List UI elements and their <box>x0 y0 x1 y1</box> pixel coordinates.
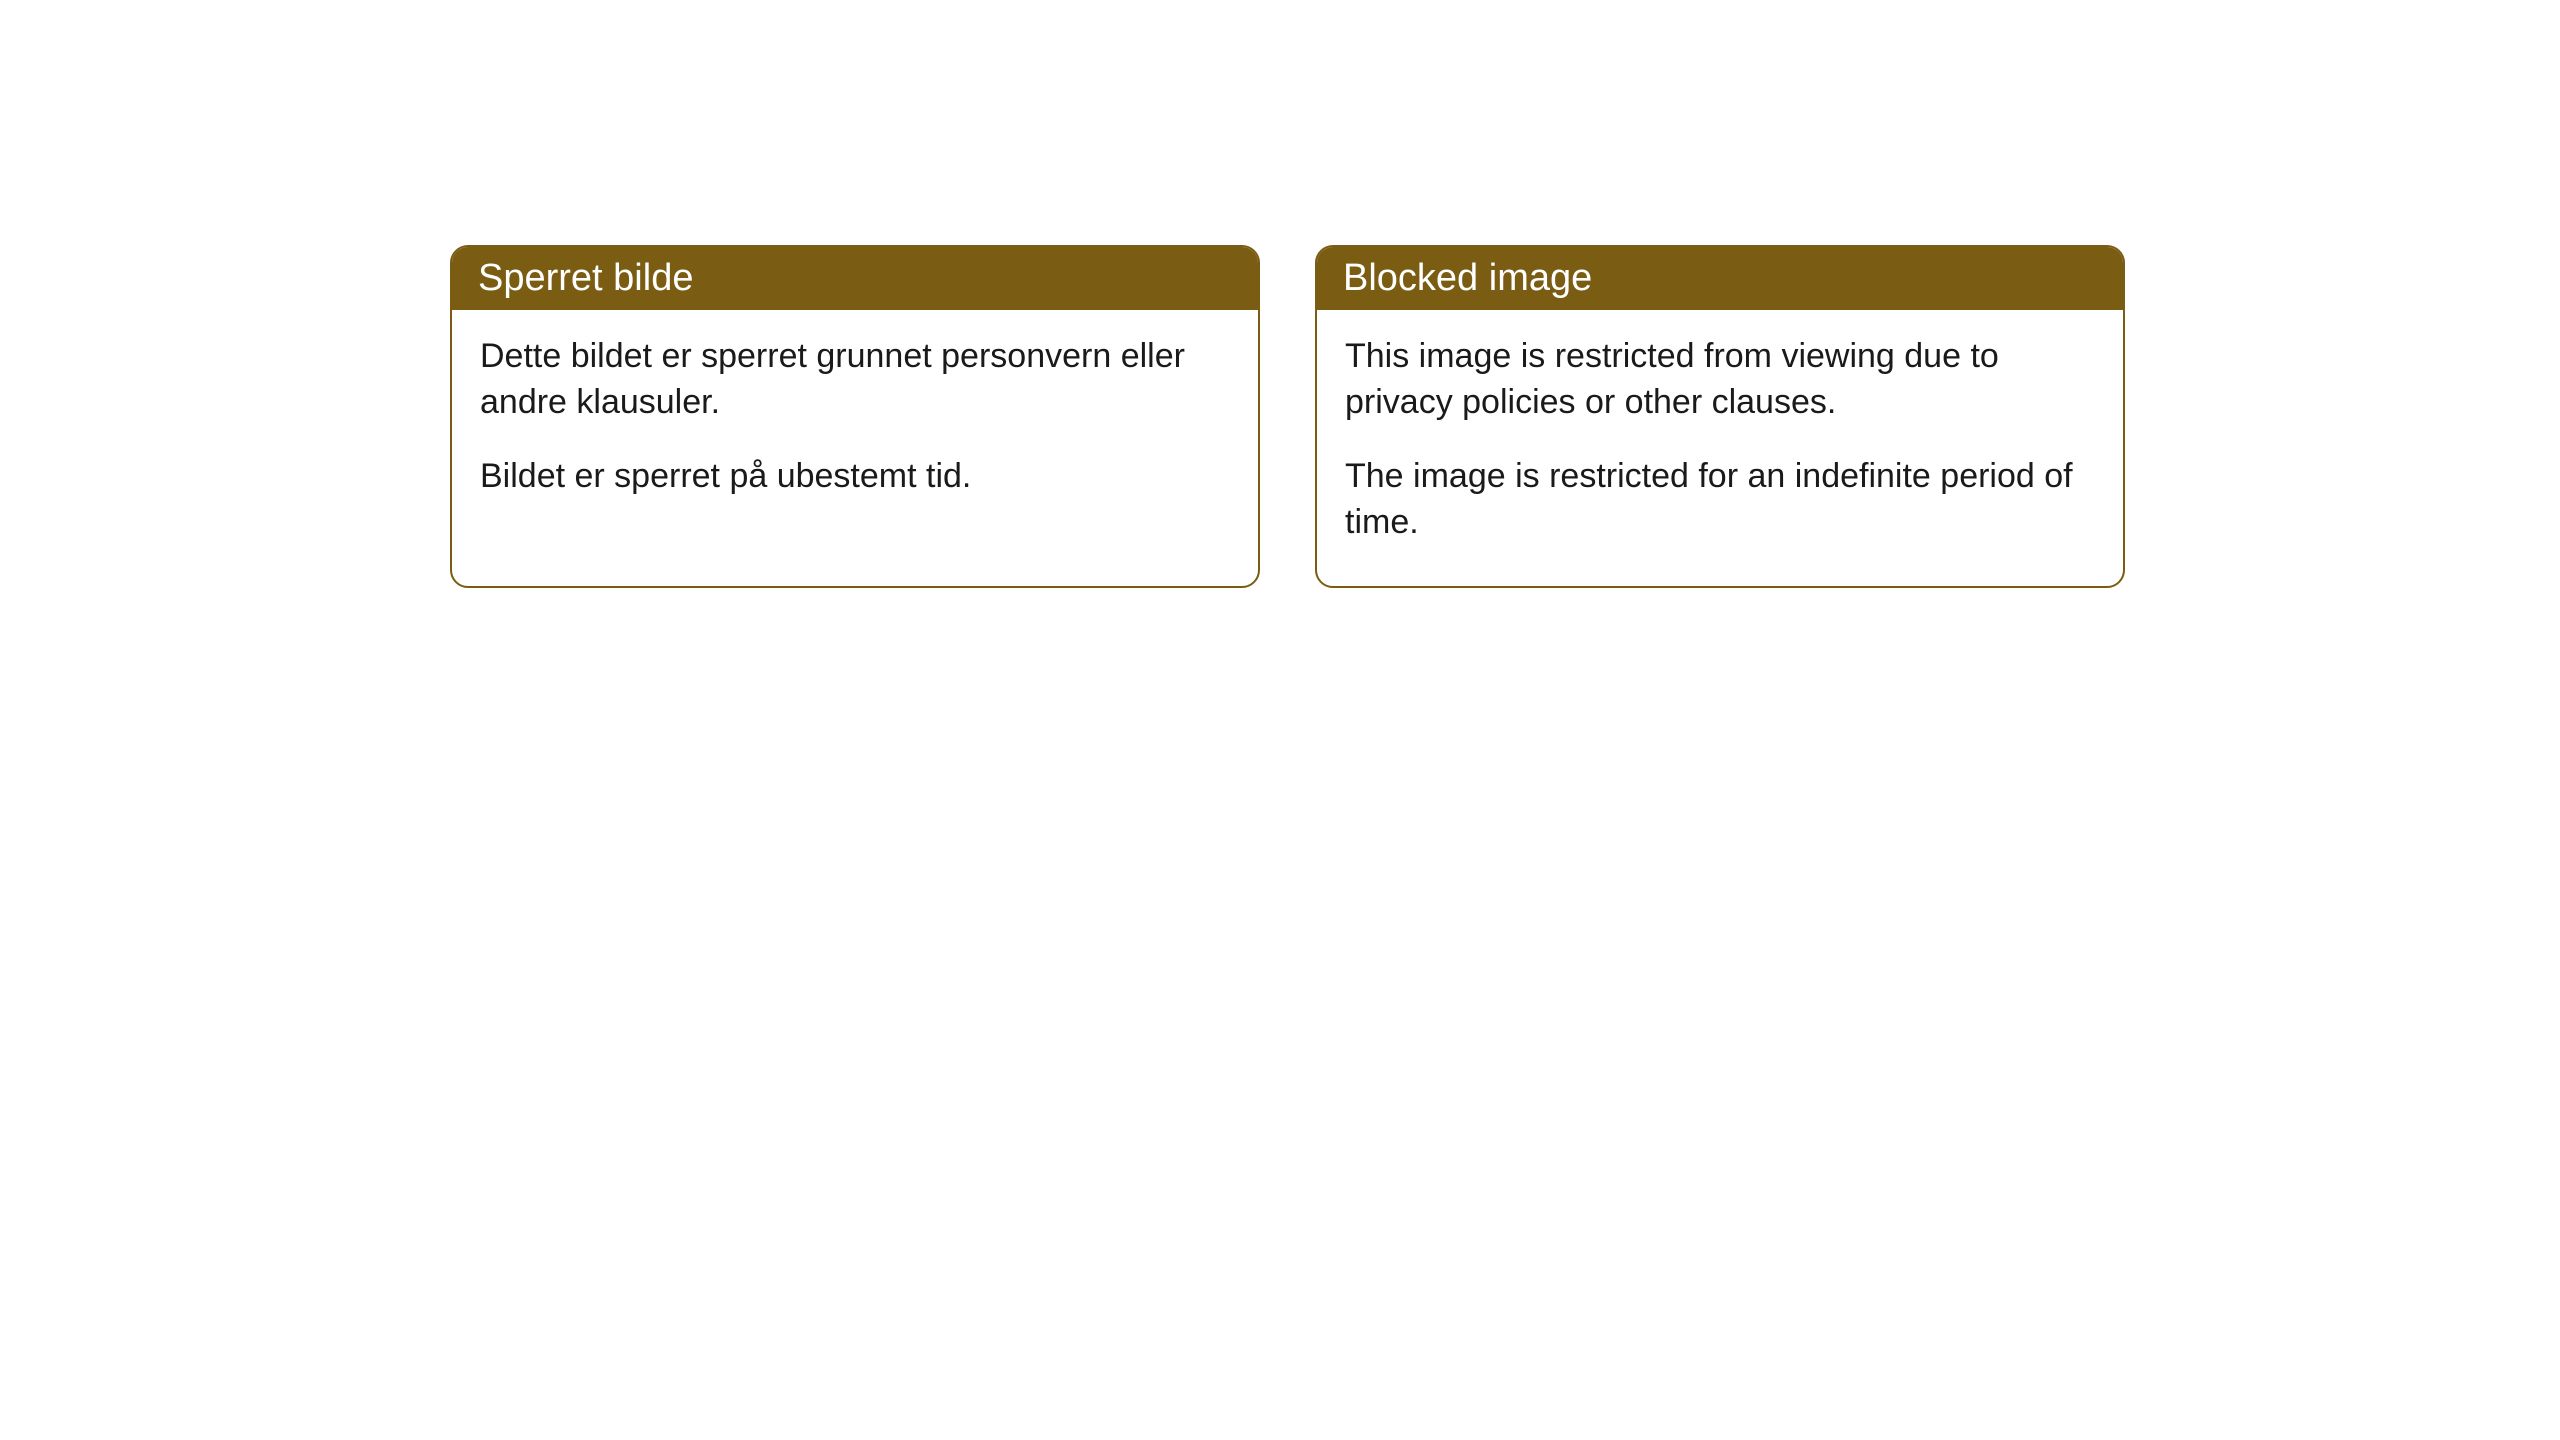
card-paragraph: This image is restricted from viewing du… <box>1345 334 2095 426</box>
notice-card-english: Blocked image This image is restricted f… <box>1315 245 2125 588</box>
card-paragraph: Bildet er sperret på ubestemt tid. <box>480 454 1230 500</box>
card-paragraph: The image is restricted for an indefinit… <box>1345 454 2095 546</box>
card-body: Dette bildet er sperret grunnet personve… <box>452 310 1258 540</box>
card-header: Sperret bilde <box>452 247 1258 310</box>
card-paragraph: Dette bildet er sperret grunnet personve… <box>480 334 1230 426</box>
card-header: Blocked image <box>1317 247 2123 310</box>
card-title: Blocked image <box>1343 257 1592 299</box>
notice-cards-container: Sperret bilde Dette bildet er sperret gr… <box>450 245 2560 588</box>
notice-card-norwegian: Sperret bilde Dette bildet er sperret gr… <box>450 245 1260 588</box>
card-body: This image is restricted from viewing du… <box>1317 310 2123 586</box>
card-title: Sperret bilde <box>478 257 693 299</box>
